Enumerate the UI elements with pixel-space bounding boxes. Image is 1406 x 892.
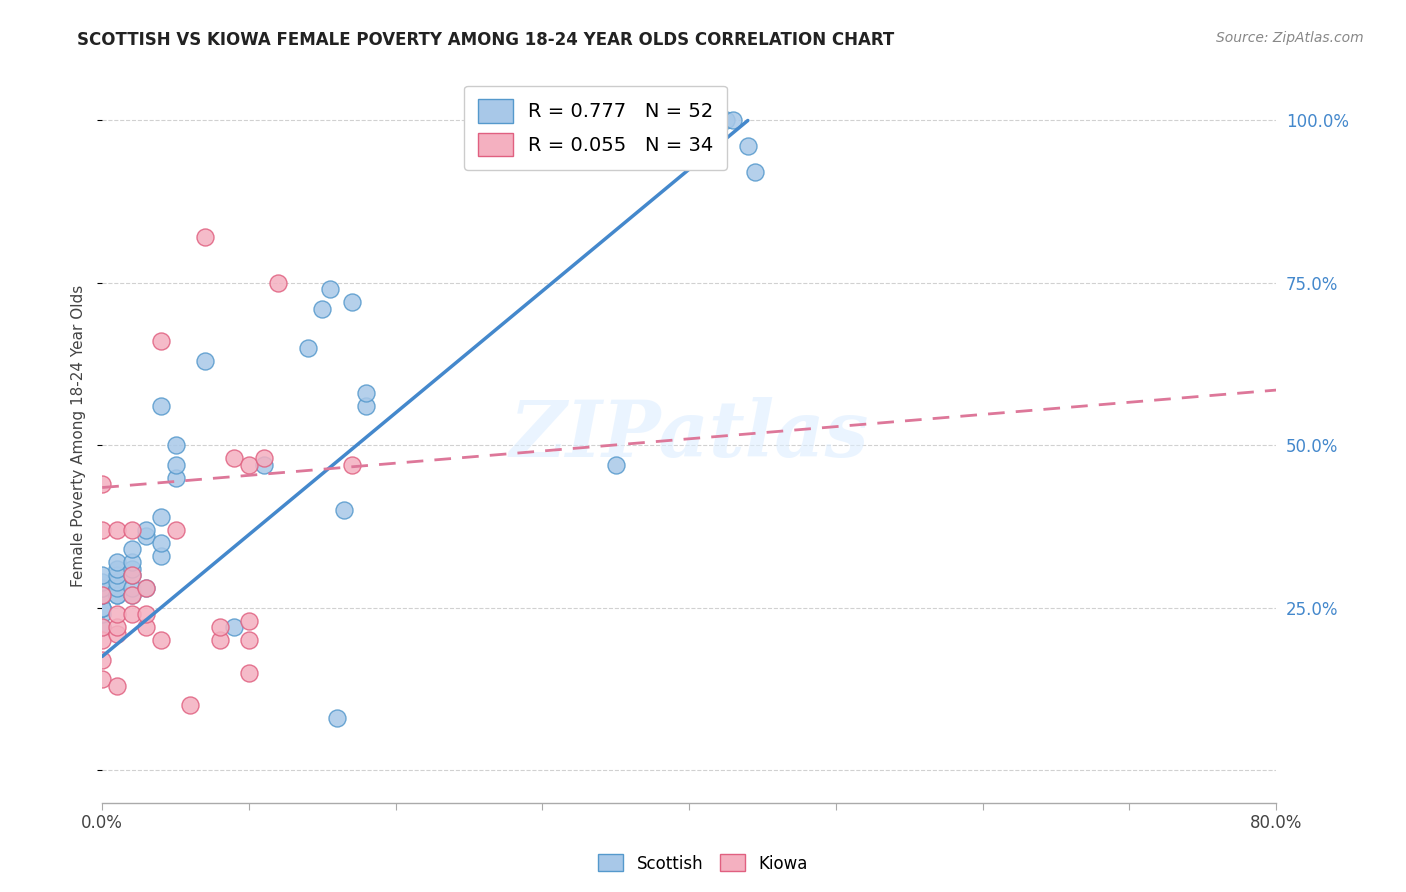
Point	[91, 588, 114, 602]
Point	[318, 282, 340, 296]
Point	[105, 555, 128, 569]
Point	[135, 523, 157, 537]
Point	[91, 600, 114, 615]
Point	[105, 607, 128, 622]
Text: SCOTTISH VS KIOWA FEMALE POVERTY AMONG 18-24 YEAR OLDS CORRELATION CHART: SCOTTISH VS KIOWA FEMALE POVERTY AMONG 1…	[77, 31, 894, 49]
Point	[135, 581, 157, 595]
Point	[224, 620, 246, 634]
Point	[149, 549, 172, 563]
Point	[194, 354, 217, 368]
Point	[121, 588, 143, 602]
Point	[91, 477, 114, 491]
Point	[311, 301, 333, 316]
Point	[721, 113, 744, 128]
Point	[91, 620, 114, 634]
Point	[744, 165, 766, 179]
Point	[737, 139, 759, 153]
Point	[149, 633, 172, 648]
Point	[91, 653, 114, 667]
Point	[238, 633, 260, 648]
Point	[149, 334, 172, 349]
Point	[208, 620, 231, 634]
Point	[179, 698, 201, 713]
Point	[91, 620, 114, 634]
Point	[91, 672, 114, 686]
Point	[105, 588, 128, 602]
Point	[121, 568, 143, 582]
Point	[105, 588, 128, 602]
Point	[165, 458, 187, 472]
Point	[135, 529, 157, 543]
Point	[105, 574, 128, 589]
Point	[149, 535, 172, 549]
Point	[356, 400, 378, 414]
Point	[105, 523, 128, 537]
Point	[121, 523, 143, 537]
Legend: R = 0.777   N = 52, R = 0.055   N = 34: R = 0.777 N = 52, R = 0.055 N = 34	[464, 86, 727, 170]
Point	[91, 588, 114, 602]
Point	[238, 665, 260, 680]
Point	[165, 471, 187, 485]
Text: ZIPatlas: ZIPatlas	[509, 397, 869, 474]
Point	[707, 113, 730, 128]
Point	[91, 588, 114, 602]
Point	[194, 230, 217, 244]
Point	[105, 620, 128, 634]
Point	[121, 555, 143, 569]
Point	[267, 276, 290, 290]
Point	[340, 458, 363, 472]
Point	[91, 633, 114, 648]
Point	[165, 523, 187, 537]
Point	[121, 607, 143, 622]
Point	[105, 568, 128, 582]
Point	[149, 509, 172, 524]
Legend: Scottish, Kiowa: Scottish, Kiowa	[592, 847, 814, 880]
Point	[714, 113, 737, 128]
Point	[121, 588, 143, 602]
Point	[135, 581, 157, 595]
Point	[252, 451, 274, 466]
Text: Source: ZipAtlas.com: Source: ZipAtlas.com	[1216, 31, 1364, 45]
Point	[333, 503, 356, 517]
Point	[297, 341, 319, 355]
Point	[91, 607, 114, 622]
Point	[121, 581, 143, 595]
Y-axis label: Female Poverty Among 18-24 Year Olds: Female Poverty Among 18-24 Year Olds	[72, 285, 86, 587]
Point	[238, 614, 260, 628]
Point	[91, 574, 114, 589]
Point	[91, 523, 114, 537]
Point	[105, 562, 128, 576]
Point	[135, 620, 157, 634]
Point	[605, 458, 627, 472]
Point	[208, 633, 231, 648]
Point	[135, 607, 157, 622]
Point	[224, 451, 246, 466]
Point	[105, 679, 128, 693]
Point	[121, 542, 143, 557]
Point	[326, 711, 349, 725]
Point	[356, 386, 378, 401]
Point	[149, 400, 172, 414]
Point	[165, 438, 187, 452]
Point	[91, 588, 114, 602]
Point	[91, 581, 114, 595]
Point	[91, 568, 114, 582]
Point	[91, 581, 114, 595]
Point	[252, 458, 274, 472]
Point	[238, 458, 260, 472]
Point	[91, 600, 114, 615]
Point	[121, 568, 143, 582]
Point	[105, 626, 128, 640]
Point	[105, 581, 128, 595]
Point	[121, 562, 143, 576]
Point	[340, 295, 363, 310]
Point	[91, 600, 114, 615]
